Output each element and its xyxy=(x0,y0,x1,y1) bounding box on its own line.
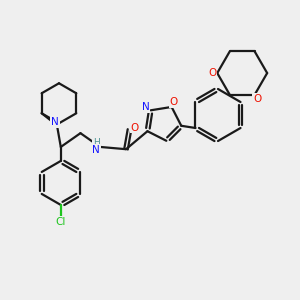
Text: Cl: Cl xyxy=(56,217,66,227)
Text: O: O xyxy=(208,68,216,78)
Text: N: N xyxy=(92,145,100,155)
Text: O: O xyxy=(130,122,139,133)
Text: O: O xyxy=(169,97,178,107)
Text: N: N xyxy=(51,117,59,127)
Text: H: H xyxy=(93,138,100,147)
Text: O: O xyxy=(253,94,261,104)
Text: N: N xyxy=(142,102,150,112)
